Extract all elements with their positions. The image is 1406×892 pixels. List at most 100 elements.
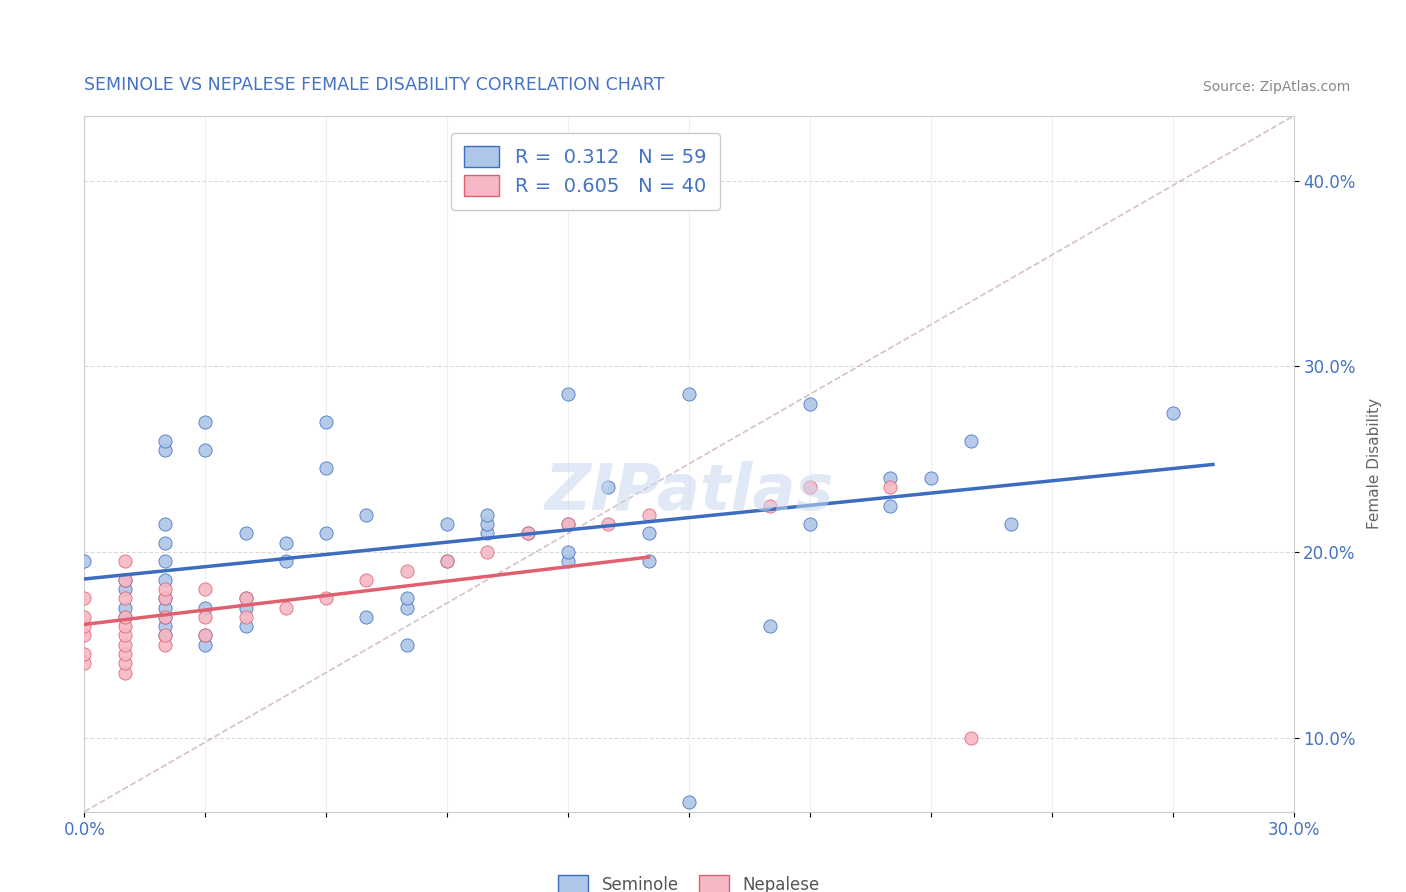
Point <box>395 591 418 606</box>
Point <box>73 554 96 568</box>
Point <box>879 480 901 494</box>
Point <box>235 619 257 633</box>
Point <box>637 508 659 522</box>
Point <box>114 573 136 587</box>
Point <box>1000 517 1022 532</box>
Legend: Seminole, Nepalese: Seminole, Nepalese <box>551 869 827 892</box>
Point <box>153 619 176 633</box>
Point <box>274 554 297 568</box>
Point <box>153 573 176 587</box>
Point <box>274 535 297 549</box>
Point <box>194 442 217 457</box>
Point <box>678 387 700 401</box>
Point <box>114 573 136 587</box>
Point <box>274 600 297 615</box>
Text: ZIPatlas: ZIPatlas <box>544 460 834 523</box>
Point <box>73 628 96 642</box>
Point <box>477 517 499 532</box>
Point <box>879 471 901 485</box>
Point <box>436 554 458 568</box>
Point <box>758 619 780 633</box>
Text: Source: ZipAtlas.com: Source: ZipAtlas.com <box>1202 79 1350 94</box>
Point <box>395 600 418 615</box>
Point <box>799 517 821 532</box>
Point <box>194 628 217 642</box>
Point <box>315 526 337 541</box>
Point <box>356 508 378 522</box>
Point <box>235 526 257 541</box>
Point <box>395 564 418 578</box>
Point <box>194 638 217 652</box>
Point <box>153 582 176 596</box>
Point <box>235 591 257 606</box>
Point <box>194 610 217 624</box>
Point <box>73 647 96 661</box>
Point <box>477 508 499 522</box>
Point <box>678 796 700 810</box>
Point <box>598 517 620 532</box>
Point <box>235 610 257 624</box>
Point <box>356 573 378 587</box>
Point <box>557 554 579 568</box>
Point <box>557 517 579 532</box>
Point <box>637 526 659 541</box>
Point <box>235 591 257 606</box>
Point <box>960 434 983 448</box>
Point <box>356 610 378 624</box>
Point <box>194 415 217 429</box>
Point <box>557 545 579 559</box>
Point <box>879 499 901 513</box>
Point <box>516 526 538 541</box>
Point <box>758 499 780 513</box>
Text: SEMINOLE VS NEPALESE FEMALE DISABILITY CORRELATION CHART: SEMINOLE VS NEPALESE FEMALE DISABILITY C… <box>84 76 665 94</box>
Point <box>73 591 96 606</box>
Point <box>235 600 257 615</box>
Point <box>153 442 176 457</box>
Point <box>436 554 458 568</box>
Point <box>114 619 136 633</box>
Point <box>153 517 176 532</box>
Point <box>153 535 176 549</box>
Point <box>637 554 659 568</box>
Point <box>194 628 217 642</box>
Point <box>436 517 458 532</box>
Point <box>557 517 579 532</box>
Point <box>516 526 538 541</box>
Point <box>73 657 96 671</box>
Point <box>153 628 176 642</box>
Point <box>920 471 942 485</box>
Point <box>153 591 176 606</box>
Point <box>114 582 136 596</box>
Point <box>153 600 176 615</box>
Point <box>960 731 983 745</box>
Point <box>153 591 176 606</box>
Point <box>114 610 136 624</box>
Point <box>598 480 620 494</box>
Point <box>395 638 418 652</box>
Point <box>557 387 579 401</box>
Point <box>114 554 136 568</box>
Point <box>799 396 821 410</box>
Point <box>153 434 176 448</box>
Point <box>477 526 499 541</box>
Point <box>114 591 136 606</box>
Point <box>114 647 136 661</box>
Point <box>114 628 136 642</box>
Point <box>153 610 176 624</box>
Point <box>114 600 136 615</box>
Point <box>1161 406 1184 420</box>
Y-axis label: Female Disability: Female Disability <box>1367 398 1382 530</box>
Point <box>315 461 337 475</box>
Point <box>799 480 821 494</box>
Point <box>153 610 176 624</box>
Point <box>194 600 217 615</box>
Point <box>315 591 337 606</box>
Point <box>153 628 176 642</box>
Point <box>153 554 176 568</box>
Point <box>194 582 217 596</box>
Point <box>73 610 96 624</box>
Point <box>114 638 136 652</box>
Point <box>114 657 136 671</box>
Point <box>153 638 176 652</box>
Point <box>114 665 136 680</box>
